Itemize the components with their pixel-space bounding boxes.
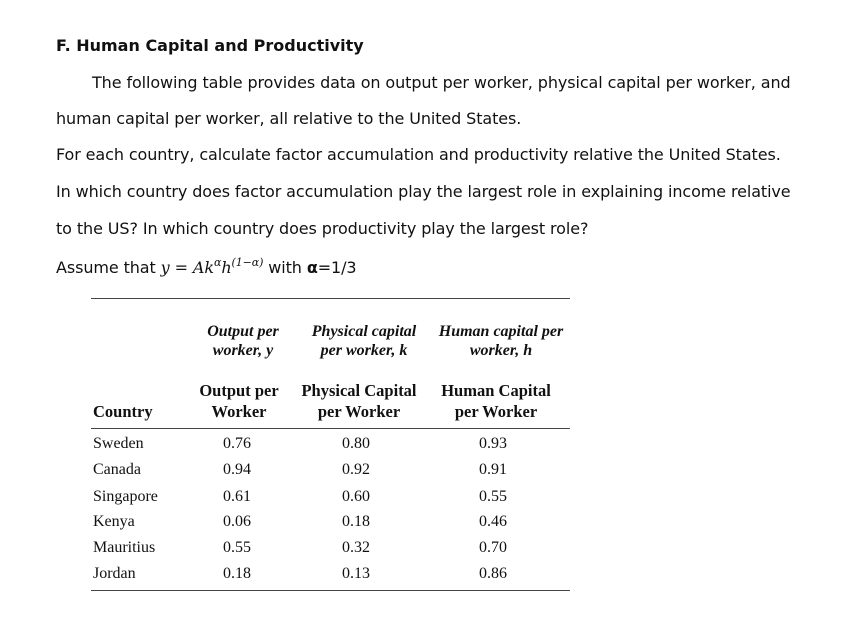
table-cell-output: 0.55 — [223, 539, 251, 556]
table-cell-human: 0.91 — [479, 461, 507, 478]
paragraph-line-2: human capital per worker, all relative t… — [56, 109, 522, 128]
column-header-physical: Physical Capital per Worker — [301, 381, 417, 421]
table-cell-human: 0.70 — [479, 539, 507, 556]
table-cell-country: Sweden — [93, 435, 144, 452]
table-cell-physical: 0.92 — [342, 461, 370, 478]
table-top-rule — [91, 298, 570, 299]
section-heading: F. Human Capital and Productivity — [56, 36, 364, 55]
table-cell-country: Jordan — [93, 565, 136, 582]
italic-header-human: Human capital per worker, h — [438, 323, 564, 359]
column-header-country: Country — [93, 402, 153, 421]
assumption-prefix: Assume that — [56, 258, 161, 277]
table-cell-country: Singapore — [93, 488, 158, 505]
table-cell-physical: 0.60 — [342, 488, 370, 505]
table-cell-country: Mauritius — [93, 539, 156, 556]
table-cell-country: Canada — [93, 461, 141, 478]
table-cell-output: 0.61 — [223, 488, 251, 505]
table-cell-human: 0.86 — [479, 565, 507, 582]
production-function: y = Akαh(1−α) — [160, 256, 264, 277]
paragraph-line-3: For each country, calculate factor accum… — [56, 145, 781, 164]
italic-header-physical: Physical capital per worker, k — [311, 323, 417, 359]
table-cell-physical: 0.18 — [342, 513, 370, 530]
table-cell-physical: 0.13 — [342, 565, 370, 582]
table-cell-output: 0.76 — [223, 435, 251, 452]
table-cell-human: 0.55 — [479, 488, 507, 505]
assumption-line: Assume that y = Akαh(1−α) with α=1/3 — [56, 256, 357, 277]
italic-header-output: Output per worker, y — [207, 323, 279, 359]
alpha-value: =1/3 — [317, 258, 357, 277]
table-header-rule — [91, 428, 570, 429]
paragraph-line-5: to the US? In which country does product… — [56, 219, 589, 238]
column-header-output: Output per Worker — [199, 381, 279, 421]
paragraph-line-1: The following table provides data on out… — [92, 73, 791, 92]
table-cell-output: 0.18 — [223, 565, 251, 582]
table-bottom-rule — [91, 590, 570, 591]
table-cell-country: Kenya — [93, 513, 135, 530]
paragraph-line-4: In which country does factor accumulatio… — [56, 182, 791, 201]
alpha-symbol: α — [306, 258, 318, 277]
table-cell-output: 0.94 — [223, 461, 251, 478]
table-cell-physical: 0.32 — [342, 539, 370, 556]
table-cell-human: 0.93 — [479, 435, 507, 452]
table-cell-physical: 0.80 — [342, 435, 370, 452]
table-cell-output: 0.06 — [223, 513, 251, 530]
assumption-mid: with — [263, 258, 307, 277]
column-header-human: Human Capital per Worker — [441, 381, 551, 421]
table-cell-human: 0.46 — [479, 513, 507, 530]
